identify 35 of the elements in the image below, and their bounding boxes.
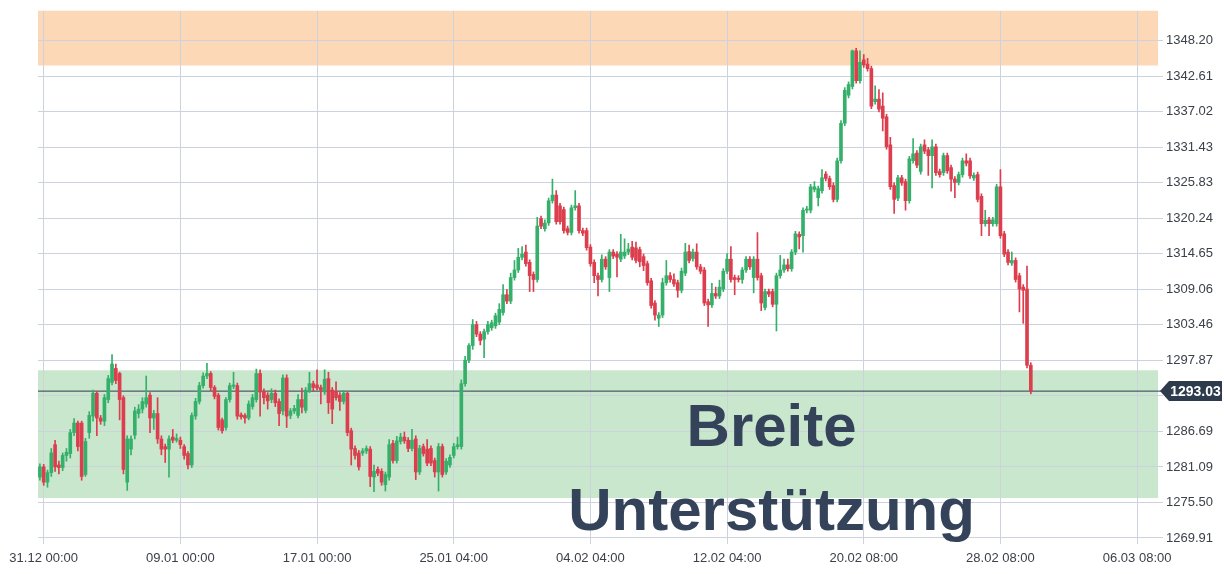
y-tick-label: 1325.83 xyxy=(1166,174,1213,190)
candlestick xyxy=(163,443,168,463)
y-tick-label: 1320.24 xyxy=(1166,209,1213,225)
y-tick-label: 1269.91 xyxy=(1166,529,1213,545)
y-tick-label: 1281.09 xyxy=(1166,458,1213,474)
candlestick xyxy=(797,231,802,250)
x-tick-label: 25.01 04:00 xyxy=(419,549,489,565)
y-tick-label: 1337.02 xyxy=(1166,103,1213,119)
x-tick-label: 12.02 04:00 xyxy=(692,549,762,565)
candlestick xyxy=(873,85,877,105)
candlestick xyxy=(151,410,156,430)
x-tick-label: 17.01 00:00 xyxy=(282,549,352,565)
x-tick-label: 06.03 08:00 xyxy=(1102,549,1172,565)
x-tick-label: 09.01 00:00 xyxy=(146,549,215,565)
candlestick xyxy=(1010,251,1014,266)
candlestick xyxy=(713,286,718,299)
x-tick-label: 20.02 08:00 xyxy=(829,549,899,565)
x-tick-label: 31.12 00:00 xyxy=(9,549,79,565)
y-tick-label: 1286.69 xyxy=(1166,422,1213,438)
y-tick-label: 1309.06 xyxy=(1166,280,1213,296)
candlestick xyxy=(372,464,376,493)
y-tick-label: 1314.65 xyxy=(1166,245,1213,261)
candlestick xyxy=(930,139,934,189)
y-tick-label: 1331.43 xyxy=(1166,138,1213,154)
candlestick xyxy=(615,251,619,278)
x-tick-label: 04.02 04:00 xyxy=(556,549,625,565)
y-tick-label: 1303.46 xyxy=(1166,316,1213,332)
ref-line-label: 1293.03 xyxy=(1170,382,1222,399)
candlestick xyxy=(167,435,171,478)
y-tick-label: 1348.20 xyxy=(1166,32,1213,48)
y-tick-label: 1297.87 xyxy=(1166,351,1213,367)
y-tick-label: 1275.50 xyxy=(1166,494,1213,510)
y-tick-label: 1342.61 xyxy=(1166,67,1213,83)
x-tick-label: 28.02 08:00 xyxy=(966,549,1035,565)
band-label: Breite Unterstützung xyxy=(568,391,975,543)
